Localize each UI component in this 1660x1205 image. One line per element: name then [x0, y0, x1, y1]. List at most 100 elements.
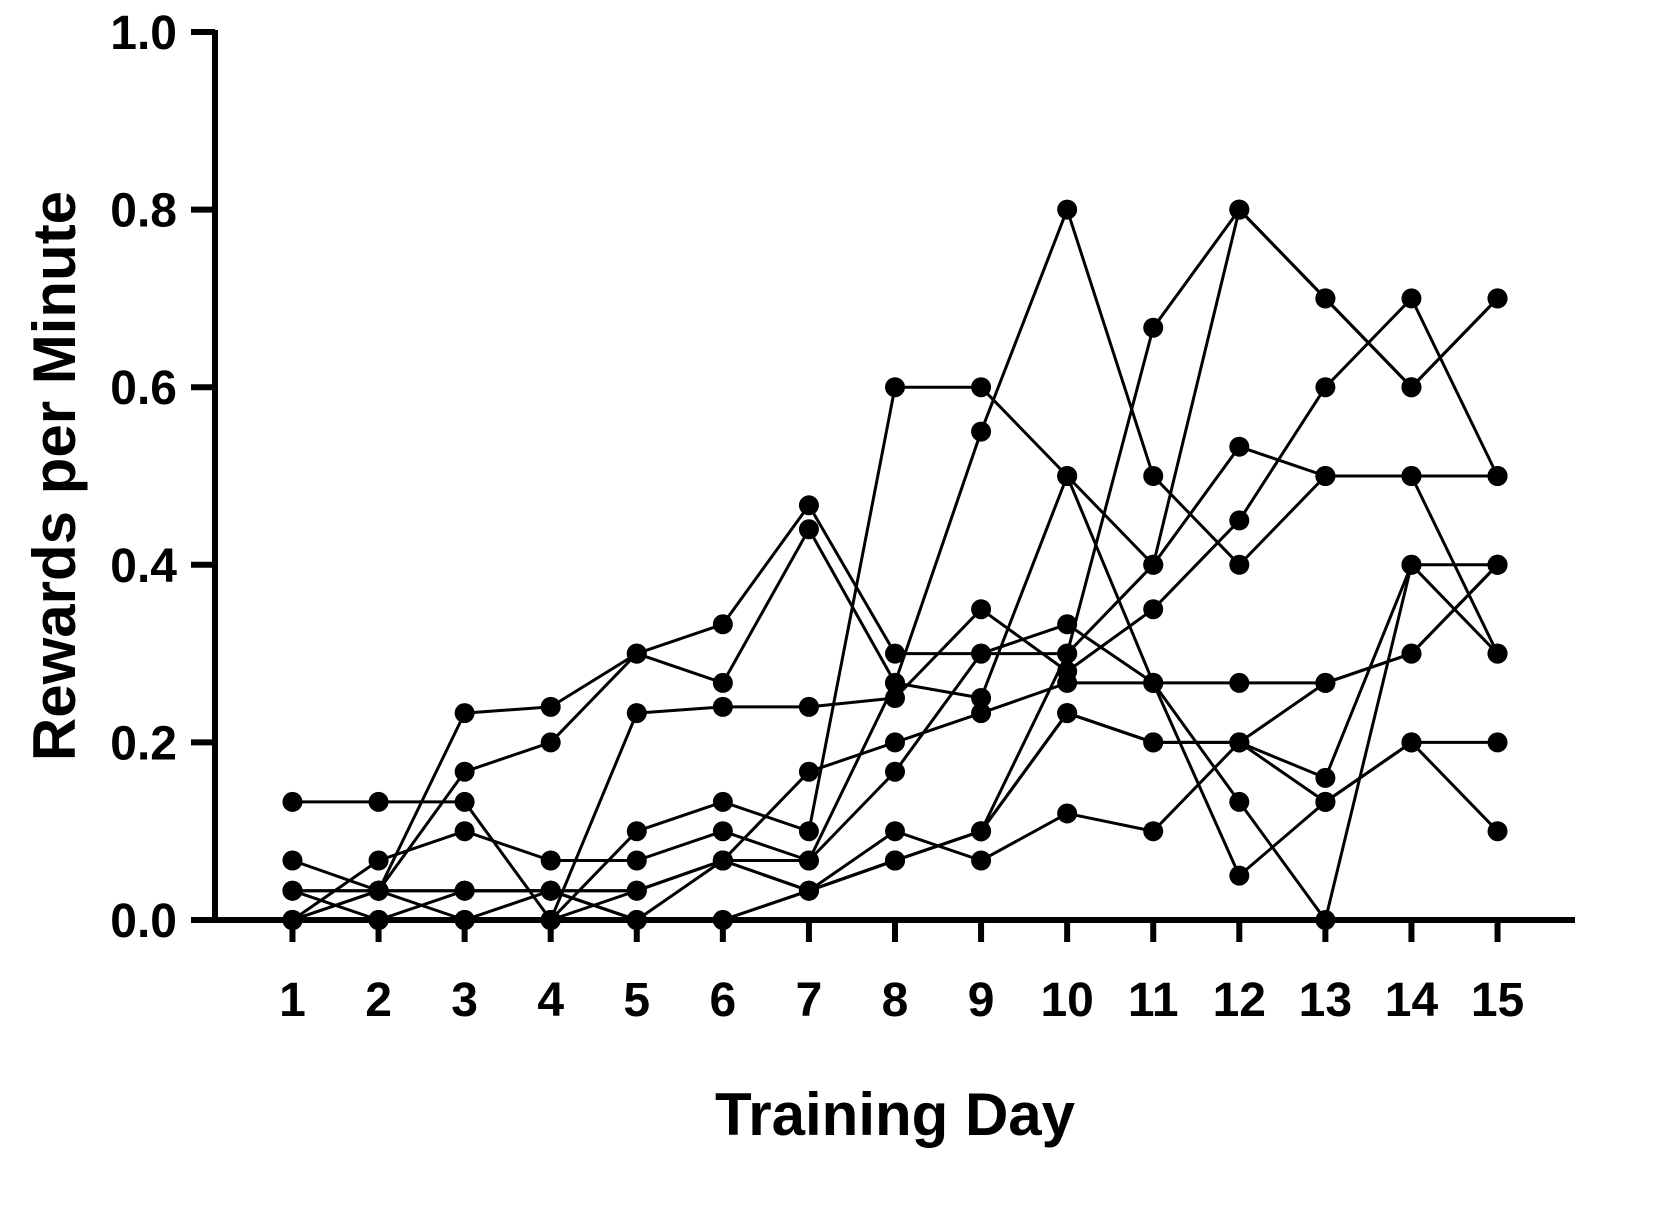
data-point [282, 880, 303, 901]
data-point [1401, 466, 1422, 486]
data-point [971, 643, 992, 664]
data-point [626, 703, 647, 724]
data-point [540, 732, 561, 753]
ticks-layer: 0.00.20.40.60.81.01 2 3 4 5 6 7 8 9 10 11 12 13 14 15 [110, 7, 1524, 1027]
data-point [1401, 288, 1422, 309]
data-point [1057, 703, 1078, 724]
data-point [454, 761, 475, 782]
data-point [540, 696, 561, 717]
data-point [1401, 377, 1422, 398]
data-point [1487, 821, 1508, 842]
data-point [1143, 821, 1164, 842]
data-point [368, 880, 389, 901]
data-point [798, 519, 819, 540]
data-point [712, 696, 733, 717]
data-point [1315, 466, 1336, 486]
data-point [1401, 732, 1422, 753]
series-9 [282, 554, 1508, 901]
data-point [1057, 803, 1078, 824]
data-point [1143, 554, 1164, 575]
data-point [885, 761, 905, 782]
data-point [1143, 732, 1164, 753]
data-point [1487, 643, 1508, 664]
data-point [1229, 554, 1250, 575]
x-tick-label: 6 [709, 974, 736, 1027]
data-point [1229, 791, 1250, 812]
data-point [1229, 436, 1250, 457]
y-tick-label: 0.8 [110, 185, 177, 238]
data-point [540, 850, 561, 871]
y-tick-label: 0.4 [110, 540, 177, 593]
data-point [971, 821, 992, 842]
data-point [971, 688, 992, 708]
x-tick-label: 14 [1385, 974, 1439, 1027]
data-point [971, 377, 992, 398]
data-point [1315, 791, 1336, 812]
data-point [454, 791, 475, 812]
data-point [1057, 672, 1078, 693]
data-point [971, 850, 992, 871]
data-point [1057, 643, 1078, 664]
data-point [1229, 732, 1250, 753]
data-point [1143, 466, 1164, 486]
y-tick-label: 1.0 [110, 7, 177, 60]
data-point [885, 850, 905, 871]
x-tick-label: 9 [968, 974, 995, 1027]
data-point [712, 821, 733, 842]
series-line [292, 208, 1499, 922]
data-point [798, 696, 819, 717]
data-point [971, 703, 992, 724]
data-point [1315, 288, 1336, 309]
data-point [971, 421, 992, 442]
series-7 [282, 199, 1508, 930]
data-point [1143, 599, 1164, 620]
data-point [1229, 510, 1250, 531]
data-point [1401, 554, 1422, 575]
series-line [292, 563, 1499, 893]
data-point [1315, 672, 1336, 693]
series-1 [282, 199, 1508, 930]
data-point [885, 377, 905, 398]
y-tick-label: 0.6 [110, 362, 177, 415]
x-tick-label: 5 [623, 974, 650, 1027]
data-point [1401, 643, 1422, 664]
data-point [712, 672, 733, 693]
x-tick-label: 1 [279, 974, 306, 1027]
series-line [292, 208, 1499, 893]
data-point [1057, 199, 1078, 220]
data-point [540, 880, 561, 901]
data-point [282, 850, 303, 871]
data-point [1143, 317, 1164, 338]
x-tick-label: 7 [796, 974, 823, 1027]
data-point [454, 703, 475, 724]
data-point [1487, 466, 1508, 486]
x-tick-label: 15 [1471, 974, 1524, 1027]
data-point [885, 672, 905, 693]
y-tick-label: 0.2 [110, 717, 177, 770]
data-point [1143, 672, 1164, 693]
data-point [626, 643, 647, 664]
data-point [1229, 199, 1250, 220]
data-point [798, 880, 819, 901]
data-point [712, 850, 733, 871]
data-point [282, 791, 303, 812]
data-point [712, 614, 733, 635]
data-point [454, 821, 475, 842]
data-point [1057, 466, 1078, 486]
y-tick-label: 0.0 [110, 895, 177, 948]
data-point [1229, 672, 1250, 693]
data-point [798, 495, 819, 516]
y-axis-title: Rewards per Minute [21, 191, 88, 761]
data-point [798, 821, 819, 842]
x-tick-label: 2 [365, 974, 392, 1027]
data-point [454, 880, 475, 901]
data-point [626, 850, 647, 871]
data-point [1315, 767, 1336, 788]
x-axis-title: Training Day [715, 1081, 1076, 1148]
data-point [1315, 377, 1336, 398]
data-point [626, 821, 647, 842]
data-point [798, 850, 819, 871]
x-tick-label: 3 [451, 974, 478, 1027]
data-point [368, 850, 389, 871]
